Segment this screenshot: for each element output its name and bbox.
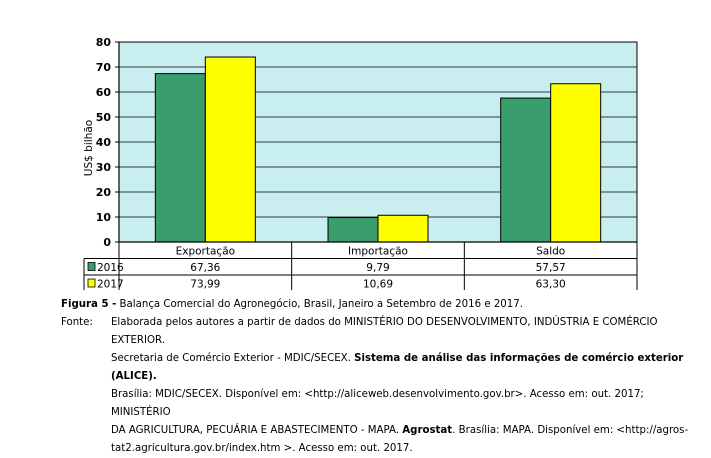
y-axis-ticks: 0 10 20 30 40 50 60 70 80 [96,36,119,249]
figure-caption: Figura 5 - Balança Comercial do Agronegó… [61,296,701,458]
figure-title: Figura 5 - Balança Comercial do Agronegó… [61,296,701,314]
y-tick-label: 40 [96,136,112,149]
bar-2017-2 [550,83,602,243]
bar-2017-0 [204,56,256,243]
bar-2016-1 [327,217,379,243]
y-tick-label: 10 [96,211,112,224]
data-label: 9,79 [366,262,389,274]
legend-swatch-2016 [87,262,96,271]
y-tick-label: 70 [96,61,112,74]
bar-2016-2 [500,97,552,243]
y-tick-label: 80 [96,36,112,49]
y-tick-label: 30 [96,161,112,174]
y-tick-label: 0 [103,236,111,249]
data-label: 57,57 [536,262,566,274]
source-line-4-bold: Agrostat [402,425,453,436]
legend-label-2017: 2017 [97,279,124,291]
bar-2017-1 [377,214,429,243]
source-block: Fonte: Elaborada pelos autores a partir … [61,314,701,458]
source-line-1: Elaborada pelos autores a partir de dado… [111,317,658,346]
y-tick-label: 20 [96,186,112,199]
category-label: Importação [348,246,408,258]
source-line-4: DA AGRICULTURA, PECUÁRIA E ABASTECIMENTO… [111,422,701,440]
category-label: Exportação [176,246,235,258]
chart: 0 10 20 30 40 50 60 70 80 US$ bilhão Exportação I… [83,36,638,291]
source-line-4-rest: . Brasília: MAPA. Disponível em: <http:/… [452,425,689,436]
source-line-2: Secretaria de Comércio Exterior - MDIC/S… [111,350,701,386]
data-table: Exportação Importação Saldo 2016 67,36 9,79 57… [83,242,638,291]
source-line-5: tat2.agricultura.gov.br/index.htm >. Ace… [111,443,413,454]
bar-2016-0 [154,73,206,243]
source-label: Fonte: [61,317,93,328]
bars [154,56,602,243]
legend-swatch-2017 [87,278,96,288]
data-label: 63,30 [536,279,566,291]
y-tick-label: 60 [96,86,112,99]
data-label: 73,99 [190,279,220,291]
y-tick-label: 50 [96,111,112,124]
source-line-4-text: DA AGRICULTURA, PECUÁRIA E ABASTECIMENTO… [111,425,403,436]
category-label: Saldo [536,246,565,258]
y-axis-label: US$ bilhão [83,120,95,176]
data-label: 10,69 [363,279,393,291]
figure-label: Figura 5 - [61,299,117,310]
data-label: 67,36 [190,262,220,274]
source-line-2-bold: Sistema de análise das informações de co… [111,353,684,382]
source-line-2-text: Secretaria de Comércio Exterior - MDIC/S… [111,353,355,364]
source-line-3: Brasília: MDIC/SECEX. Disponível em: <ht… [111,389,644,418]
figure-text: Balança Comercial do Agronegócio, Brasil… [116,299,523,310]
legend-label-2016: 2016 [97,262,124,274]
